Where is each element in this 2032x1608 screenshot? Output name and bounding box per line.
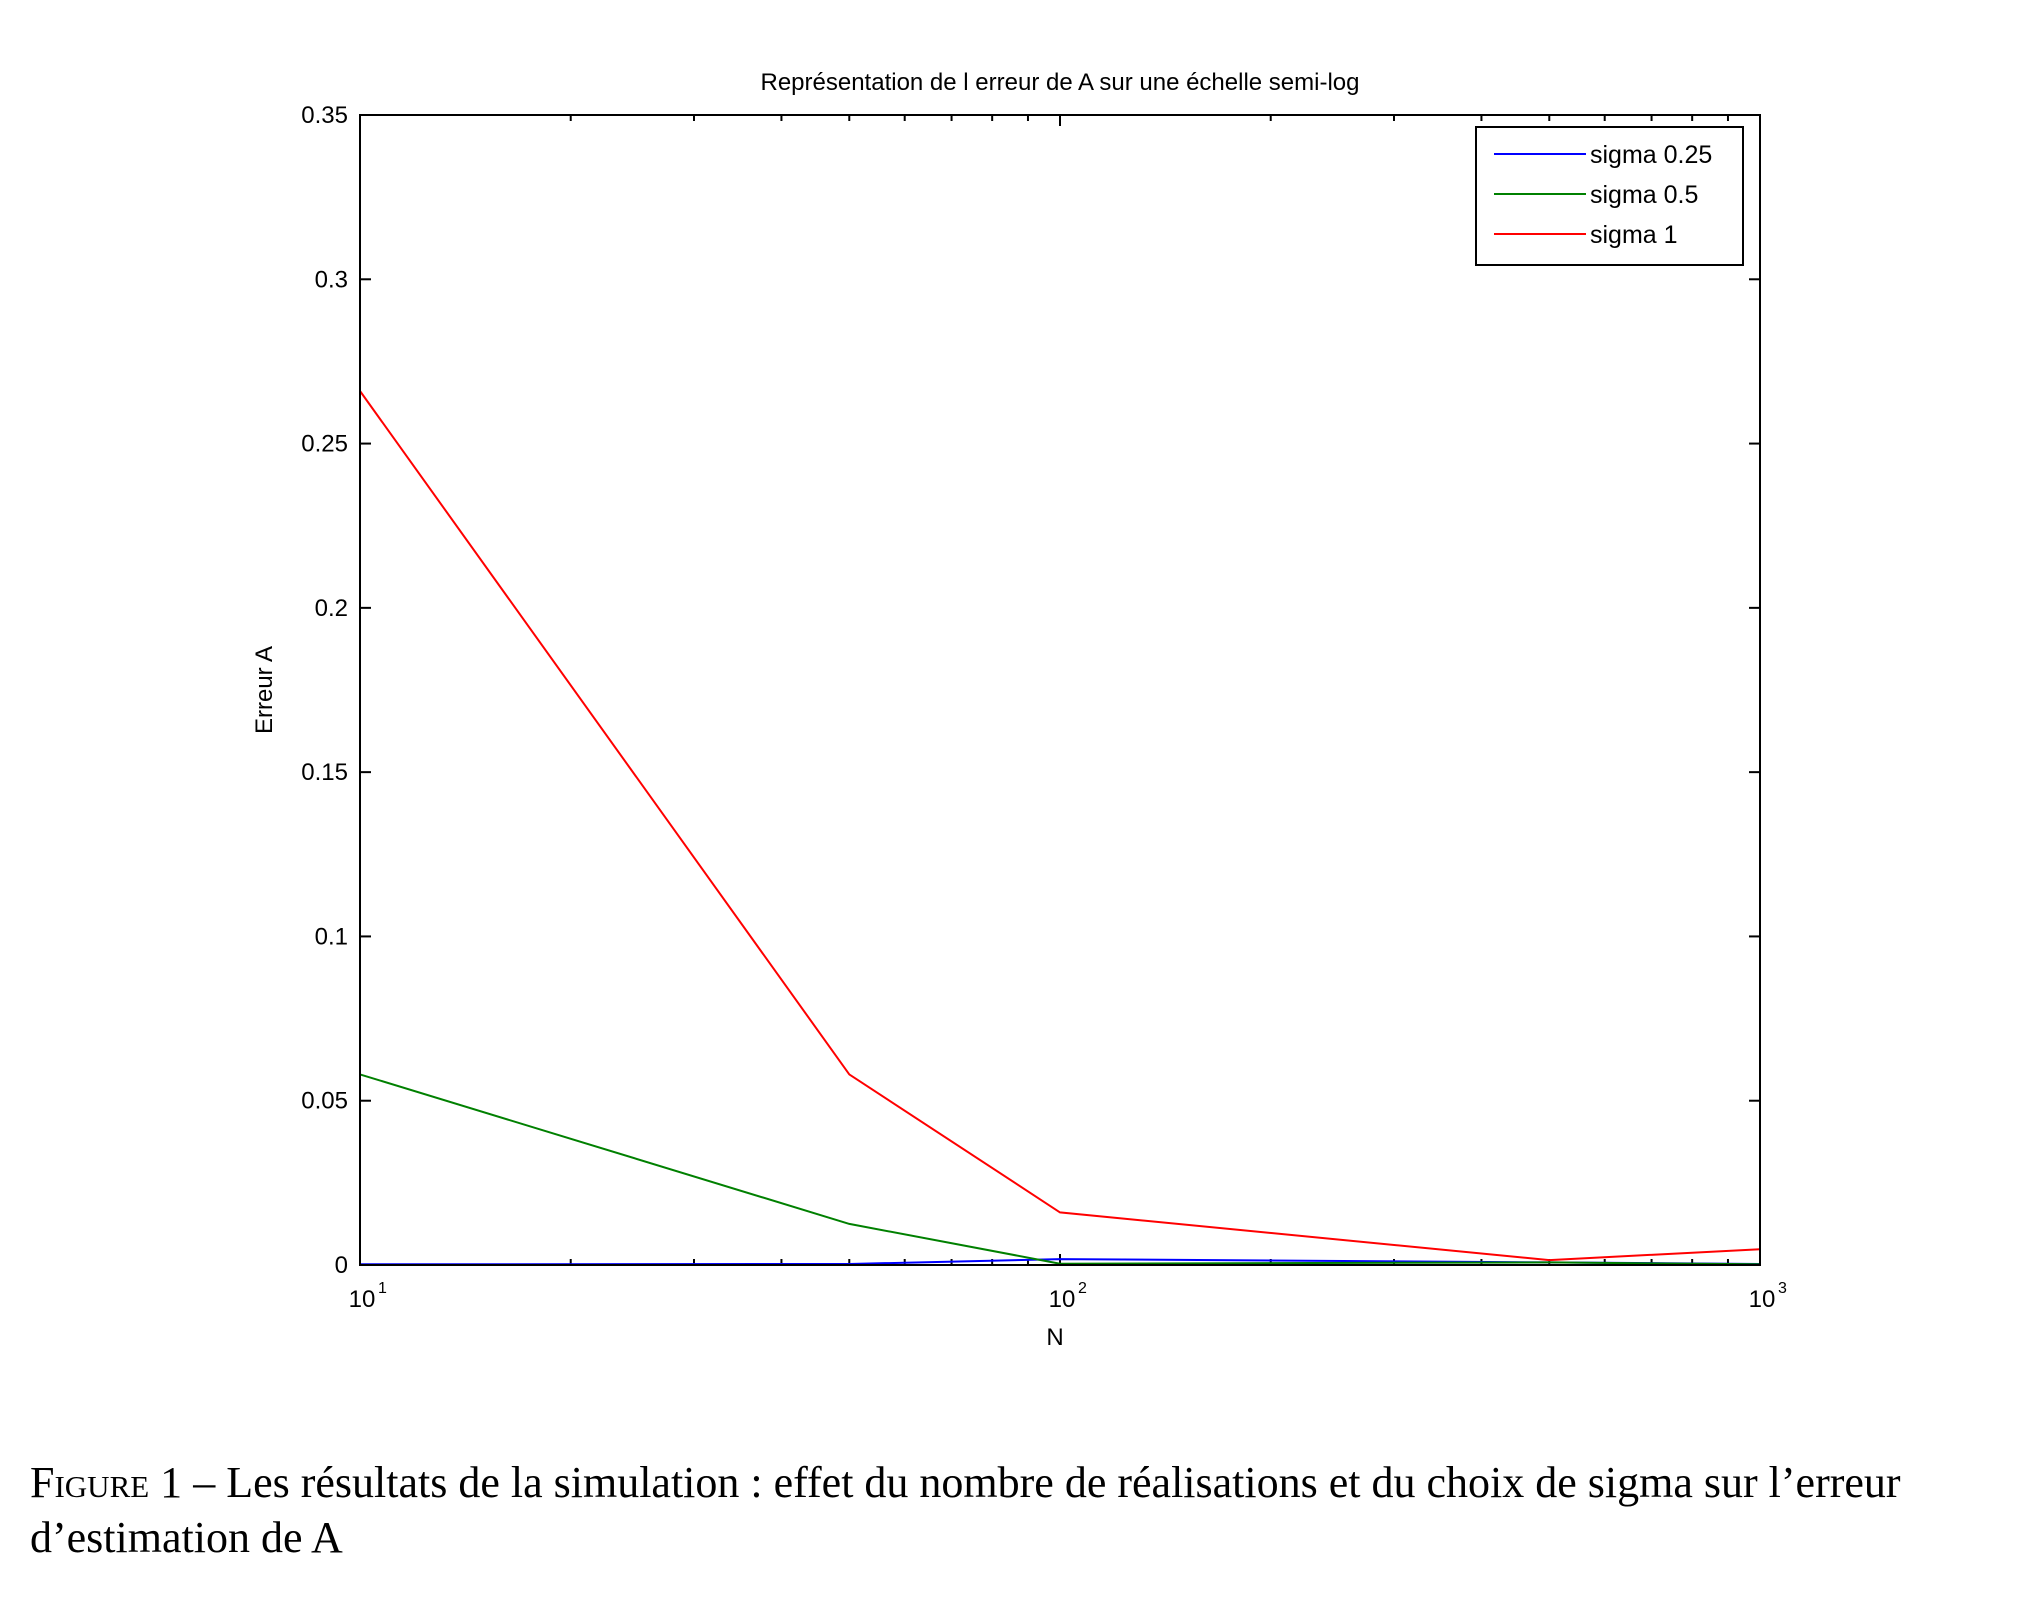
legend-label: sigma 0.5 xyxy=(1590,181,1698,209)
y-tick-label: 0.05 xyxy=(301,1088,348,1115)
figure-caption: Figure 1 – Les résultats de la simulatio… xyxy=(30,1455,2020,1565)
semilog-chart: Représentation de l erreur de A sur une … xyxy=(251,69,1787,1351)
y-axis-label: Erreur A xyxy=(251,646,278,734)
y-tick-label: 0.1 xyxy=(315,923,348,950)
y-tick-label: 0 xyxy=(335,1252,348,1279)
legend: sigma 0.25 sigma 0.5 sigma 1 xyxy=(1475,126,1744,266)
series-line-sigma-0-5 xyxy=(359,1073,1761,1266)
caption-text: – Les résultats de la simulation : effet… xyxy=(30,1458,1901,1562)
plot-frame xyxy=(359,114,1761,1266)
chart-title: Représentation de l erreur de A sur une … xyxy=(760,69,1359,96)
y-tick-label: 0.3 xyxy=(315,266,348,293)
x-tick-label: 10 xyxy=(1749,1286,1776,1313)
legend-label: sigma 0.25 xyxy=(1590,141,1712,169)
legend-label: sigma 1 xyxy=(1590,221,1678,249)
y-tick-label: 0.15 xyxy=(301,759,348,786)
x-tick-label: 10 xyxy=(349,1286,376,1313)
y-tick-label: 0.35 xyxy=(301,102,348,129)
caption-label: Figure 1 xyxy=(30,1458,183,1507)
x-axis-label: N xyxy=(1046,1324,1063,1351)
x-tick-label: 10 xyxy=(1049,1286,1076,1313)
y-tick-label: 0.2 xyxy=(315,595,348,622)
series-line-sigma-1 xyxy=(359,390,1761,1262)
legend-box xyxy=(1475,126,1744,266)
x-tick-exponent: 3 xyxy=(1778,1280,1787,1297)
x-tick-exponent: 2 xyxy=(1078,1280,1087,1297)
x-tick-exponent: 1 xyxy=(378,1280,387,1297)
plot-background xyxy=(360,115,1760,1265)
y-tick-label: 0.25 xyxy=(301,431,348,458)
